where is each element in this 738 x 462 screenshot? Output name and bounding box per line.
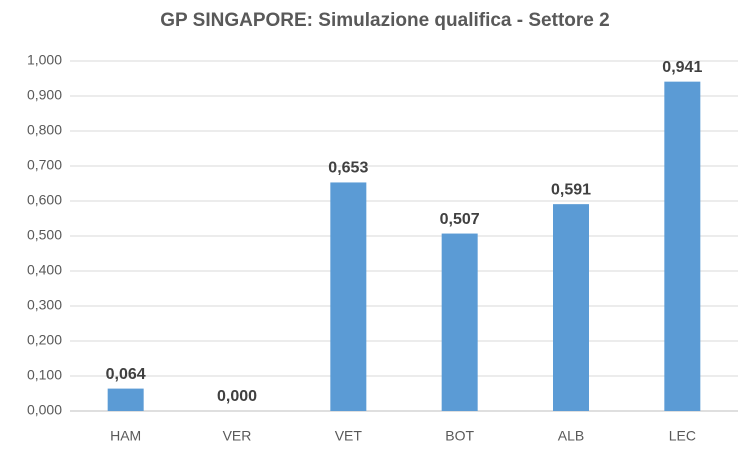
chart-title: GP SINGAPORE: Simulazione qualifica - Se…: [160, 10, 609, 31]
bar: [664, 81, 701, 412]
y-tick-label: 0,600: [27, 192, 62, 208]
y-tick-label: 0,100: [27, 367, 62, 383]
y-tick-label: 0,400: [27, 262, 62, 278]
value-label: 0,064: [106, 366, 146, 383]
x-tick-label: BOT: [445, 428, 474, 444]
x-tick-label: VET: [335, 428, 363, 444]
y-tick-label: 0,300: [27, 297, 62, 313]
value-label: 0,591: [551, 181, 591, 198]
bar: [553, 204, 589, 411]
bar: [330, 182, 367, 411]
value-label: 0,000: [217, 388, 257, 405]
bar: [107, 388, 144, 411]
y-tick-label: 0,900: [27, 87, 62, 103]
bar: [441, 233, 478, 411]
value-label: 0,653: [328, 160, 368, 177]
x-tick-label: ALB: [558, 428, 584, 444]
y-tick-label: 0,700: [27, 157, 62, 173]
value-label: 0,941: [662, 59, 702, 76]
x-tick-label: HAM: [110, 428, 141, 444]
y-tick-label: 0,800: [27, 122, 62, 138]
x-tick-label: VER: [223, 428, 252, 444]
y-tick-label: 1,000: [27, 52, 62, 68]
y-tick-label: 0,200: [27, 332, 62, 348]
y-tick-label: 0,500: [27, 227, 62, 243]
y-tick-label: 0,000: [27, 402, 62, 418]
value-label: 0,507: [440, 211, 480, 228]
x-tick-label: LEC: [669, 428, 696, 444]
